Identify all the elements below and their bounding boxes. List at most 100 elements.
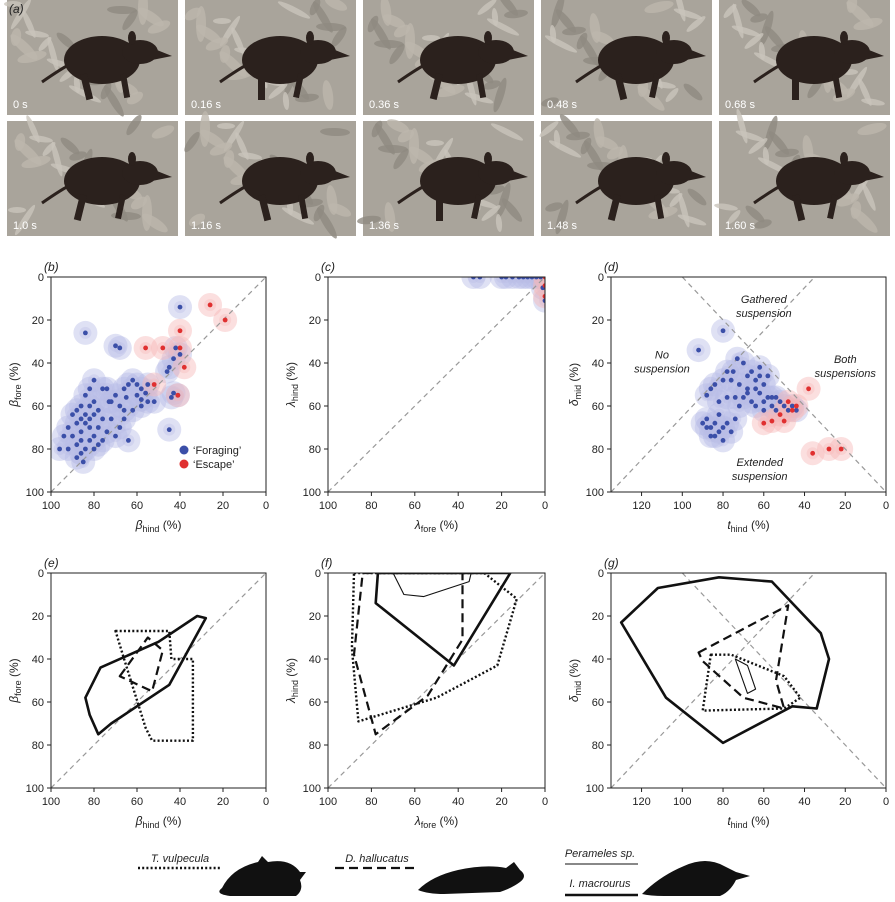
data-point [177, 328, 183, 334]
data-point [91, 377, 97, 383]
data-point [83, 392, 88, 398]
reference-diagonal [681, 277, 886, 492]
y-tick-label: 80 [32, 740, 44, 752]
data-point [741, 360, 746, 366]
x-tick-label: 60 [131, 500, 143, 512]
data-point [87, 438, 93, 443]
y-tick-label: 0 [598, 568, 604, 580]
data-point [542, 277, 545, 280]
data-point [716, 429, 722, 435]
y-tick-label: 20 [32, 315, 44, 327]
data-point [810, 450, 816, 456]
data-point [520, 277, 526, 280]
data-point [80, 459, 86, 465]
data-point [65, 425, 71, 430]
data-point [470, 277, 476, 280]
data-point [753, 386, 759, 392]
data-point [749, 399, 754, 405]
x-tick-label: 0 [542, 796, 548, 808]
data-point [736, 403, 742, 409]
data-point [117, 345, 123, 351]
data-point [74, 420, 80, 426]
x-tick-label: 40 [798, 500, 810, 512]
data-point [166, 427, 172, 433]
data-point [177, 345, 183, 351]
data-point [57, 446, 62, 452]
data-point [100, 416, 105, 422]
data-point [177, 352, 183, 357]
data-point [753, 403, 759, 409]
data-point [761, 399, 767, 405]
data-point [542, 293, 545, 299]
frame-time-label: 0.68 s [725, 99, 755, 111]
data-point [732, 395, 738, 400]
y-axis-label: λhind (%) [284, 362, 300, 408]
y-tick-label: 100 [26, 487, 44, 499]
data-point [793, 403, 799, 409]
region-annotation: Both suspensions [815, 354, 877, 380]
data-point [78, 429, 84, 435]
species-hull [697, 604, 790, 710]
data-point [121, 407, 127, 413]
data-point [83, 412, 88, 417]
data-point [781, 403, 787, 409]
y-tick-label: 0 [38, 272, 44, 284]
species-name: T. vulpecula [151, 853, 209, 865]
data-point [732, 416, 738, 422]
photo-frame: 0.48 s [541, 0, 712, 115]
y-axis-label: λhind (%) [284, 658, 300, 704]
photo-frame: 0.36 s [363, 0, 534, 115]
data-point [83, 420, 88, 426]
data-point [720, 328, 726, 334]
data-point [70, 412, 75, 417]
x-tick-label: 60 [758, 500, 770, 512]
photo-frame: 1.48 s [539, 114, 712, 236]
panel-label: (a) [9, 2, 24, 16]
x-tick-label: 0 [263, 500, 269, 512]
data-point [151, 399, 157, 405]
x-tick-label: 20 [839, 796, 851, 808]
y-tick-label: 80 [32, 444, 44, 456]
legend-label: ‘Escape’ [193, 459, 235, 471]
x-tick-label: 100 [673, 796, 691, 808]
axes-frame [50, 276, 267, 493]
photo-frame: 0.68 s [719, 0, 890, 115]
panel-label: (g) [604, 556, 619, 570]
data-point [145, 399, 151, 405]
data-point [134, 392, 140, 398]
data-point [138, 386, 144, 392]
axes-frame [327, 572, 546, 789]
charts: 100 80 60 40 20 0 0 20 40 60 80 100 βhind (%) βfore (… [7, 260, 889, 830]
data-point [712, 382, 718, 387]
x-tick-label: 100 [319, 796, 337, 808]
frame-time-label: 0.16 s [191, 99, 221, 111]
data-point [173, 345, 179, 351]
data-point [761, 407, 767, 413]
x-tick-label: 80 [717, 500, 729, 512]
frame-time-label: 1.16 s [191, 220, 221, 232]
x-tick-label: 40 [174, 500, 186, 512]
y-axis-label: βfore (%) [7, 362, 23, 407]
data-point [525, 277, 531, 280]
y-tick-label: 0 [315, 568, 321, 580]
data-point [757, 373, 763, 379]
data-point [720, 438, 726, 443]
legend-marker [179, 445, 189, 455]
x-tick-label: 40 [452, 796, 464, 808]
data-point [765, 373, 771, 379]
region-annotation: No suspension [634, 350, 690, 376]
reference-diagonal [328, 277, 545, 492]
data-point [91, 446, 97, 452]
y-tick-label: 40 [592, 358, 604, 370]
y-axis-label: δmid (%) [567, 659, 583, 702]
x-tick-label: 80 [88, 500, 100, 512]
x-tick-label: 80 [365, 500, 377, 512]
data-point [91, 433, 97, 439]
region-annotation: Gathered suspension [736, 294, 792, 320]
data-point [95, 407, 101, 413]
data-point [704, 392, 710, 398]
x-axis-label: λfore (%) [414, 518, 458, 534]
y-tick-label: 20 [32, 611, 44, 623]
data-point [138, 397, 144, 402]
data-point [175, 392, 181, 398]
